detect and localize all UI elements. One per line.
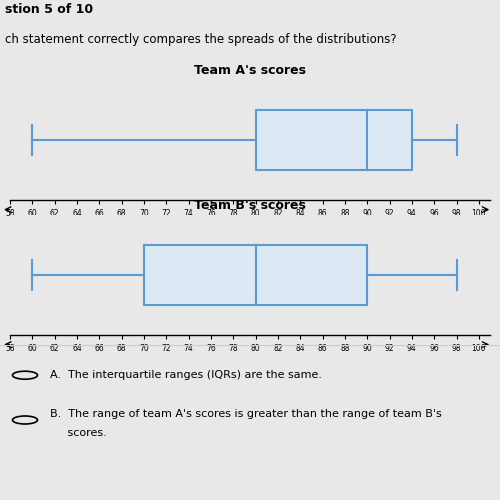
Text: B.  The range of team A's scores is greater than the range of team B's: B. The range of team A's scores is great… xyxy=(50,408,442,418)
FancyBboxPatch shape xyxy=(144,245,367,305)
Text: stion 5 of 10: stion 5 of 10 xyxy=(5,3,93,16)
FancyBboxPatch shape xyxy=(256,110,412,170)
Title: Team B's scores: Team B's scores xyxy=(194,200,306,212)
Text: scores.: scores. xyxy=(50,428,107,438)
Title: Team A's scores: Team A's scores xyxy=(194,64,306,78)
Text: ch statement correctly compares the spreads of the distributions?: ch statement correctly compares the spre… xyxy=(5,33,396,46)
Text: A.  The interquartile ranges (IQRs) are the same.: A. The interquartile ranges (IQRs) are t… xyxy=(50,370,322,380)
